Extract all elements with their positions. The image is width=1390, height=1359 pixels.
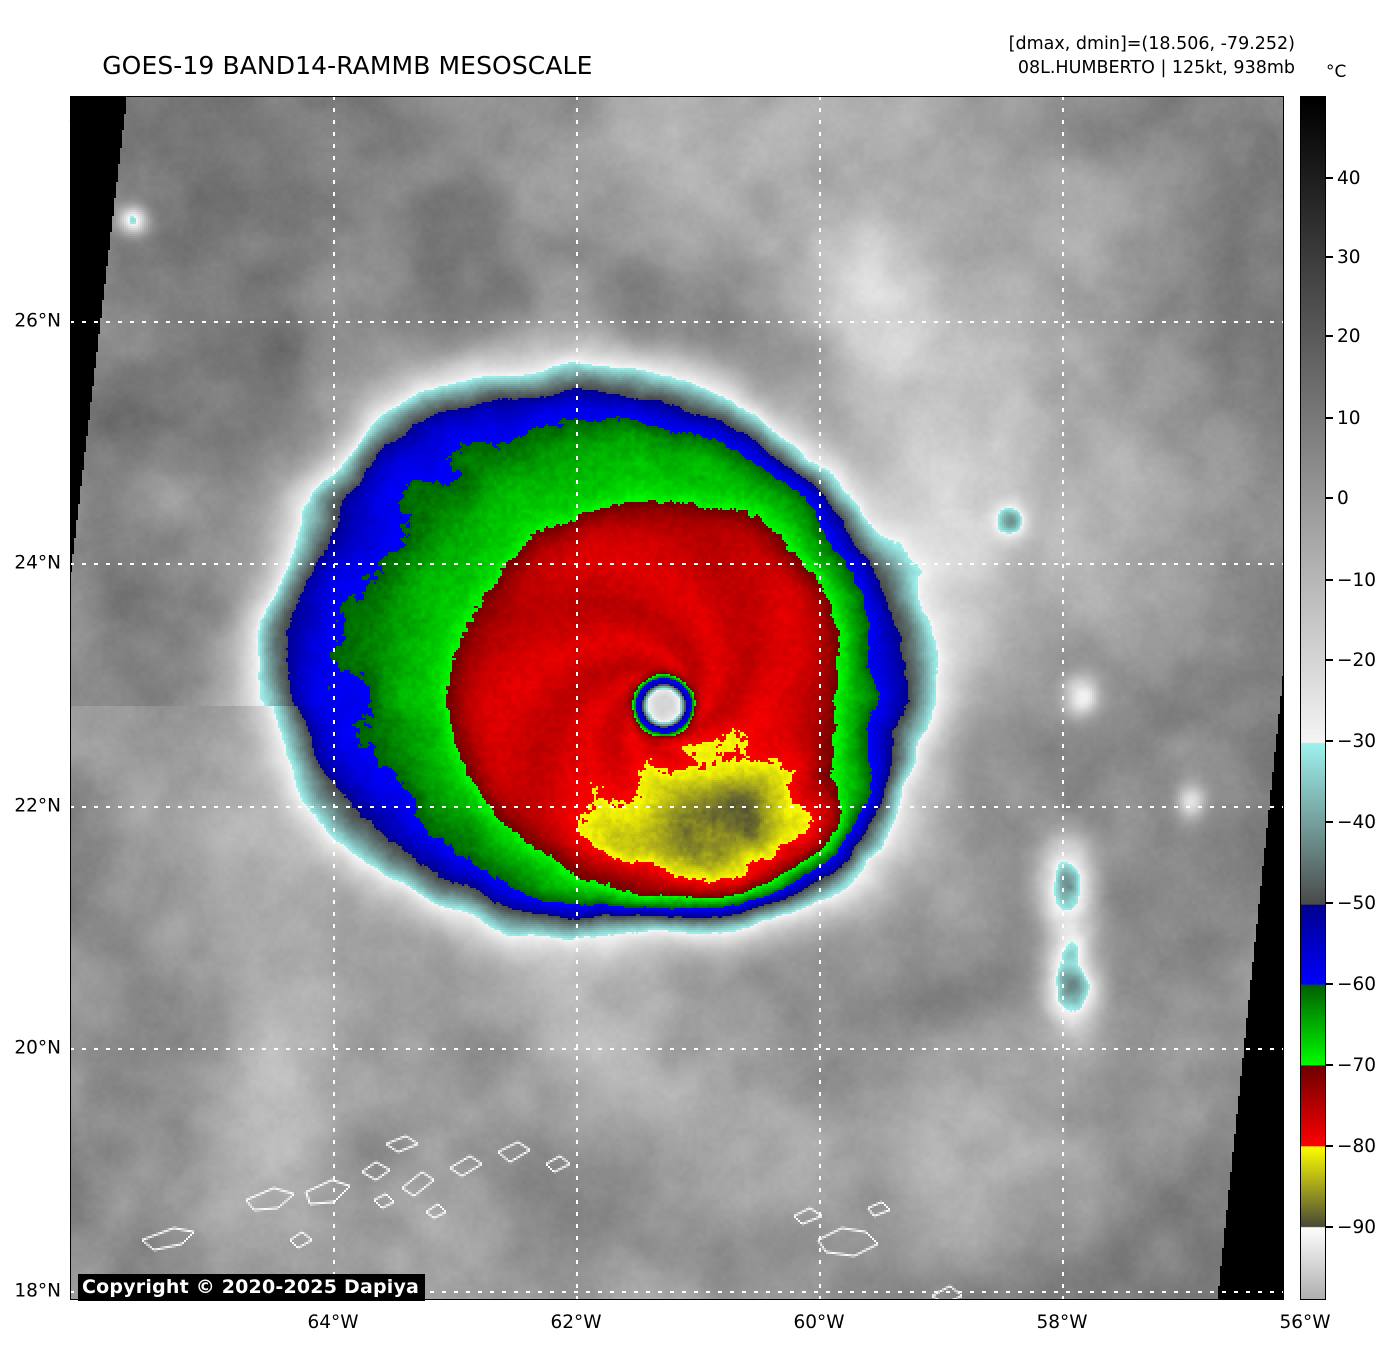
gridline-lat-3 (70, 1048, 1284, 1050)
tick-mark (1326, 579, 1333, 581)
tick-mark (1326, 1145, 1333, 1147)
tick-text: 30 (1337, 247, 1361, 268)
infrared-imagery-canvas (70, 96, 1284, 1300)
tick-mark (1326, 256, 1333, 258)
tick-mark (1326, 177, 1333, 179)
tick-mark (1326, 1064, 1333, 1066)
product-title: GOES-19 BAND14-RAMMB MESOSCALE (102, 51, 593, 80)
lon-tick-label-1: 62°W (550, 1312, 602, 1333)
tick-text: −10 (1337, 570, 1377, 591)
tick-text: −20 (1337, 650, 1377, 671)
gridline-lat-2 (70, 806, 1284, 808)
gridline-lon-1 (576, 96, 578, 1300)
tick-text: −40 (1337, 812, 1377, 833)
tick-text: −70 (1337, 1055, 1377, 1076)
colorbar-tick-labels: 40 30 20 10 0 −10 −20 −30 −40 −50 −60 −70 −80 −90 (1326, 96, 1386, 1300)
tick-text: 10 (1337, 408, 1361, 429)
satellite-map[interactable] (70, 96, 1284, 1300)
gridline-lon-0 (333, 96, 335, 1300)
lon-tick-label-4: 56°W (1279, 1312, 1331, 1333)
gridline-lat-4 (70, 1291, 1284, 1293)
tick-text: −50 (1337, 893, 1377, 914)
lon-tick-label-0: 64°W (307, 1312, 359, 1333)
colorbar-gradient (1301, 97, 1325, 1299)
tick-mark (1326, 740, 1333, 742)
tick-text: −30 (1337, 731, 1377, 752)
tick-mark (1326, 335, 1333, 337)
tick-text: 0 (1337, 488, 1349, 509)
tick-mark (1326, 659, 1333, 661)
tick-text: −80 (1337, 1136, 1377, 1157)
tick-mark (1326, 497, 1333, 499)
lat-tick-label-2: 22°N (14, 795, 61, 817)
lat-tick-label-1: 24°N (14, 552, 61, 574)
tick-text: −90 (1337, 1217, 1377, 1238)
lat-tick-label-0: 26°N (14, 310, 61, 332)
gridline-lat-0 (70, 321, 1284, 323)
tick-text: 40 (1337, 168, 1361, 189)
storm-info-readout: 08L.HUMBERTO | 125kt, 938mb (1017, 58, 1295, 78)
tick-mark (1326, 983, 1333, 985)
lon-tick-label-3: 58°W (1036, 1312, 1088, 1333)
lat-tick-label-3: 20°N (14, 1037, 61, 1059)
tick-mark (1326, 821, 1333, 823)
gridline-lon-2 (819, 96, 821, 1300)
tick-text: 20 (1337, 326, 1361, 347)
tick-text: −60 (1337, 974, 1377, 995)
tick-mark (1326, 417, 1333, 419)
lon-tick-label-2: 60°W (793, 1312, 845, 1333)
tick-mark (1326, 902, 1333, 904)
tick-mark (1326, 1226, 1333, 1228)
metadata-block: [dmax, dmin]=(18.506, -79.252) 08L.HUMBE… (1009, 32, 1295, 80)
gridline-lon-3 (1062, 96, 1064, 1300)
temperature-colorbar[interactable] (1300, 96, 1326, 1300)
dmax-dmin-readout: [dmax, dmin]=(18.506, -79.252) (1008, 34, 1295, 54)
lat-tick-label-4: 18°N (14, 1280, 61, 1302)
colorbar-units-label: °C (1326, 62, 1347, 82)
copyright-notice: Copyright © 2020-2025 Dapiya (78, 1274, 426, 1301)
gridline-lat-1 (70, 563, 1284, 565)
